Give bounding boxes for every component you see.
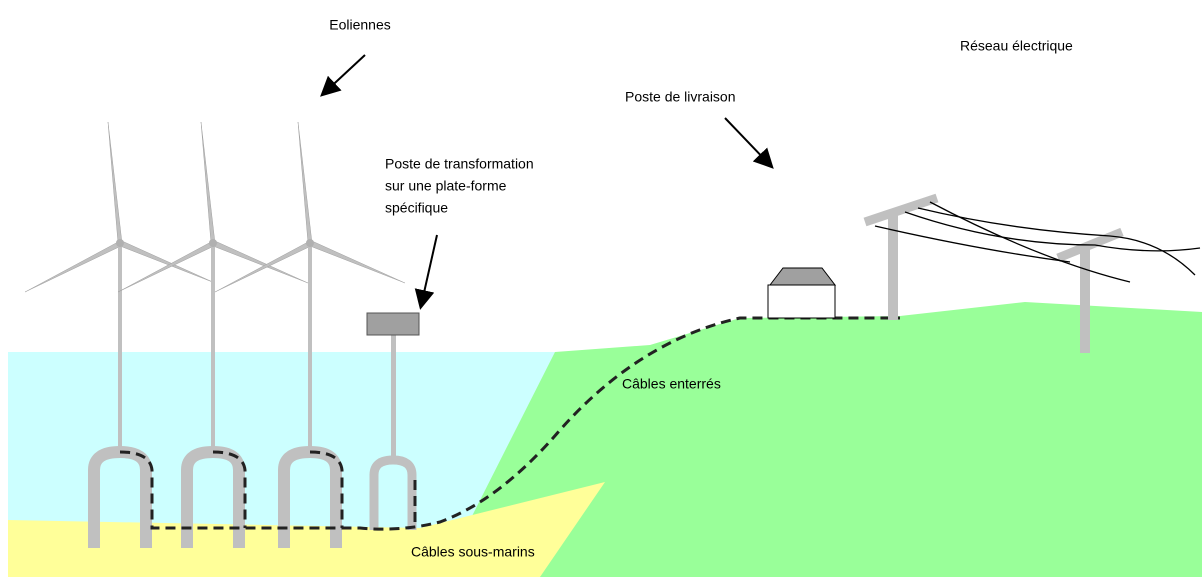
label: Câbles sous-marins — [411, 544, 535, 560]
label: Poste de transformation — [385, 156, 534, 172]
label: Câbles enterrés — [622, 376, 721, 392]
label: sur une plate-forme — [385, 178, 507, 194]
label: spécifique — [385, 200, 448, 216]
label: Eoliennes — [329, 17, 391, 33]
label: Poste de livraison — [625, 89, 736, 105]
diagram: Eoliennes Réseau électrique Poste de liv… — [0, 0, 1202, 577]
delivery-station — [768, 268, 835, 318]
label: Réseau électrique — [960, 38, 1073, 54]
